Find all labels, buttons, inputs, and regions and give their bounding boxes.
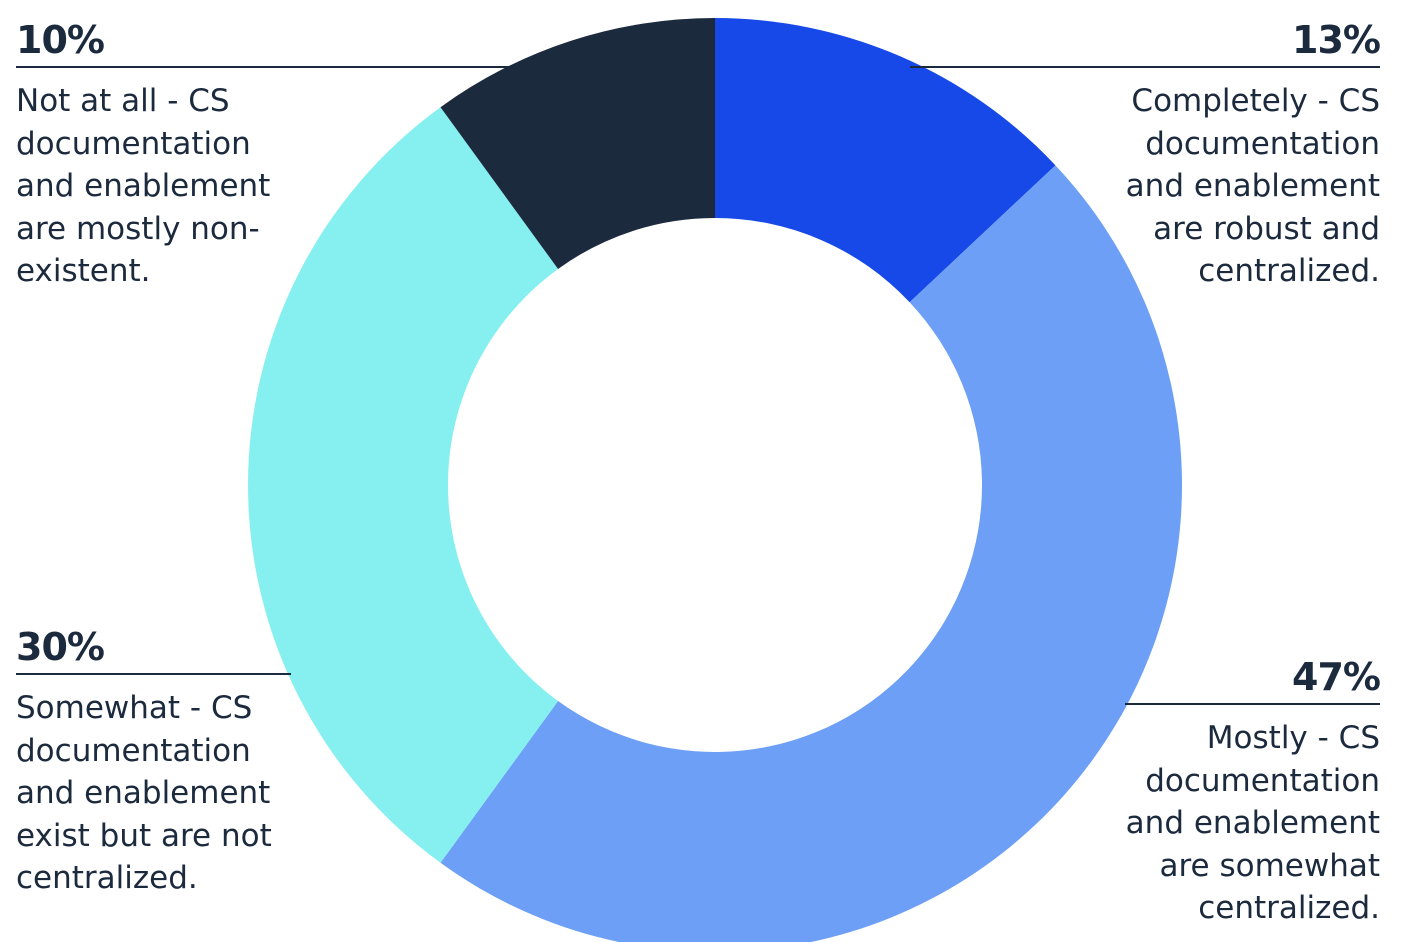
percent-label-completely: 13% <box>1292 18 1381 62</box>
callout-rule-somewhat <box>16 673 291 675</box>
donut-slice-mostly <box>440 165 1182 942</box>
callout-mostly: 47% Mostly - CS documentation and enable… <box>1125 655 1381 930</box>
callout-rule-not-at-all <box>16 66 516 68</box>
description-not-at-all: Not at all - CS documentation and enable… <box>16 83 271 289</box>
donut-slice-completely <box>715 18 1056 303</box>
description-somewhat: Somewhat - CS documentation and enableme… <box>16 690 272 896</box>
callout-rule-mostly <box>1125 703 1380 705</box>
donut-slices <box>247 18 1182 942</box>
callout-rule-completely <box>910 66 1380 68</box>
description-completely: Completely - CS documentation and enable… <box>1125 83 1380 289</box>
donut-slice-not-at-all <box>440 18 715 269</box>
percent-label-mostly: 47% <box>1292 655 1381 699</box>
callout-not-at-all: 10% Not at all - CS documentation and en… <box>16 18 516 293</box>
percent-label-not-at-all: 10% <box>16 18 105 62</box>
callout-completely: 13% Completely - CS documentation and en… <box>910 18 1381 293</box>
callout-somewhat: 30% Somewhat - CS documentation and enab… <box>16 625 291 900</box>
donut-slice-somewhat <box>247 107 559 863</box>
percent-label-somewhat: 30% <box>16 625 105 669</box>
description-mostly: Mostly - CS documentation and enablement… <box>1125 720 1380 926</box>
